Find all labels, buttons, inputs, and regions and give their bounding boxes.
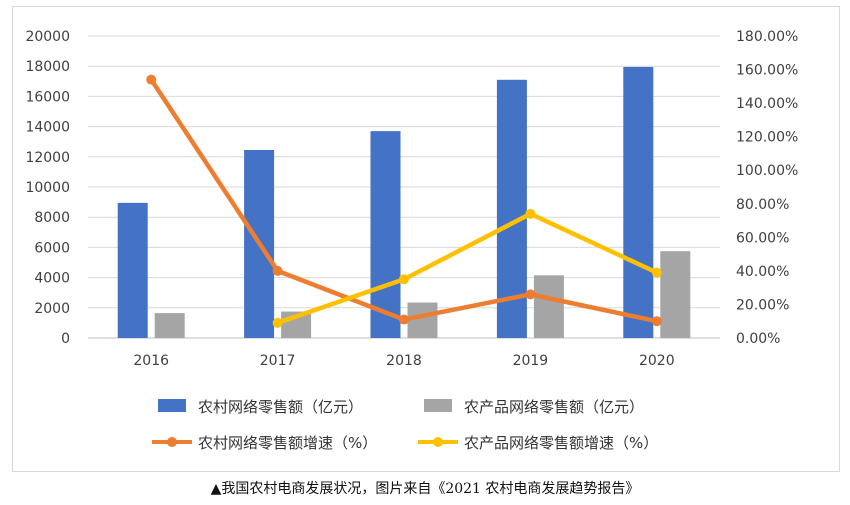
right-tick-label: 0.00% <box>736 331 780 347</box>
right-axis-ticks: 0.00% 20.00% 40.00% 60.00% 80.00% 100.00% 120.… <box>736 29 798 347</box>
bar <box>660 251 691 338</box>
x-tick-label: 2018 <box>386 353 422 369</box>
grid-lines <box>88 35 720 339</box>
left-tick-label: 2000 <box>34 301 70 317</box>
data-point <box>651 316 662 327</box>
right-tick-label: 140.00% <box>736 96 798 112</box>
data-point <box>525 289 536 300</box>
bar <box>407 302 438 338</box>
legend-marker <box>433 437 443 447</box>
data-point <box>399 274 409 285</box>
x-tick-label: 2016 <box>133 353 169 369</box>
right-tick-label: 40.00% <box>736 264 789 280</box>
legend-swatch <box>158 399 186 412</box>
left-tick-label: 8000 <box>34 210 70 226</box>
right-tick-label: 180.00% <box>736 29 798 45</box>
legend-swatch <box>424 399 452 412</box>
legend-label: 农村网络零售额增速（%） <box>198 434 377 452</box>
series-line <box>275 211 660 326</box>
left-tick-label: 6000 <box>34 240 70 256</box>
left-tick-label: 0 <box>61 331 70 347</box>
data-point <box>651 267 662 278</box>
bar <box>117 202 148 338</box>
x-axis-ticks: 2016 2017 2018 2019 2020 <box>133 353 674 369</box>
figure-caption: ▲我国农村电商发展状况，图片来自《2021 农村电商发展趋势报告》 <box>210 481 640 497</box>
line-series <box>146 74 662 328</box>
left-tick-label: 12000 <box>25 150 70 166</box>
x-tick-label: 2020 <box>639 353 675 369</box>
left-axis-ticks: 0 2000 4000 6000 8000 10000 12000 14000 16000 180… <box>25 29 70 347</box>
right-tick-label: 120.00% <box>736 130 798 146</box>
bar <box>533 275 564 338</box>
left-tick-label: 10000 <box>25 180 70 196</box>
legend-label: 农村网络零售额（亿元） <box>198 398 363 416</box>
right-tick-label: 80.00% <box>736 197 789 213</box>
series-line <box>148 77 660 324</box>
chart-frame <box>12 6 840 472</box>
legend-marker <box>167 437 177 447</box>
bar <box>154 313 185 338</box>
x-tick-label: 2019 <box>513 353 549 369</box>
legend-label: 农产品网络零售额增速（%） <box>464 434 658 452</box>
right-tick-label: 20.00% <box>736 297 789 313</box>
bar-series <box>117 66 691 338</box>
right-tick-label: 100.00% <box>736 163 798 179</box>
right-tick-label: 160.00% <box>736 63 798 79</box>
left-tick-label: 4000 <box>34 271 70 287</box>
x-tick-label: 2017 <box>260 353 296 369</box>
left-tick-label: 16000 <box>25 89 70 105</box>
bar <box>623 66 654 338</box>
left-tick-label: 18000 <box>25 59 70 75</box>
left-tick-label: 14000 <box>25 120 70 136</box>
combo-chart: 0 2000 4000 6000 8000 10000 12000 14000 16000 180… <box>25 29 798 452</box>
data-point <box>272 265 283 276</box>
legend: 农村网络零售额（亿元） 农产品网络零售额（亿元） 农村网络零售额增速（%） 农产品网络… <box>152 398 658 452</box>
data-point <box>399 314 409 325</box>
data-point <box>272 317 283 328</box>
left-tick-label: 20000 <box>25 29 70 45</box>
data-point <box>146 74 157 85</box>
right-tick-label: 60.00% <box>736 230 789 246</box>
legend-label: 农产品网络零售额（亿元） <box>464 398 644 416</box>
bar <box>370 131 401 338</box>
data-point <box>525 208 536 219</box>
